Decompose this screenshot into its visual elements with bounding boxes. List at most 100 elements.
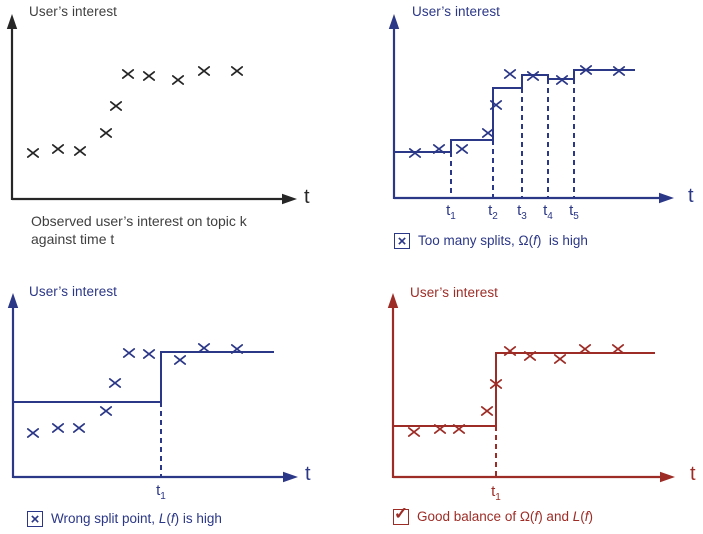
split-label-subscript: 3 [521, 211, 527, 222]
y-axis-title: User’s interest [410, 285, 499, 300]
note-line: against time t [31, 231, 115, 247]
panel-caption: Observed user’s interest on topic k again… [31, 212, 247, 248]
note-line: Observed user’s interest on topic k [31, 213, 247, 229]
caption-math-italic: f [534, 509, 539, 524]
y-axis-arrowhead-icon [388, 14, 400, 29]
data-point-x-marker [142, 349, 156, 359]
caption-segment: ( [580, 509, 585, 524]
data-point-x-marker [489, 379, 503, 389]
panel-good-balance: User’s interest t t1 ✓ Good balance of Ω(… [352, 267, 703, 534]
data-point-x-marker [230, 66, 244, 76]
x-mark-icon: × [30, 510, 40, 528]
data-point-x-marker [433, 424, 447, 434]
data-point-x-marker [579, 65, 593, 75]
panel-too-many-splits: User’s interest t t1 t2 t3 t4 t5 × Too many s… [352, 0, 703, 267]
caption-math-italic: L [158, 511, 167, 526]
x-axis-arrowhead-icon [659, 192, 674, 204]
split-label-subscript: 5 [573, 211, 579, 222]
checkmark-icon: ✓ [393, 504, 409, 523]
caption-segment: Good balance of [417, 509, 520, 524]
split-label-subscript: 2 [492, 211, 498, 222]
split-label-t2: t2 [488, 202, 498, 222]
plot-canvas-good-balance [387, 293, 675, 483]
data-point-x-marker [171, 75, 185, 85]
split-label-subscript: 4 [547, 211, 553, 222]
split-label-t1: t1 [491, 483, 501, 503]
split-label-subscript: 1 [495, 492, 501, 503]
step-function-line [393, 352, 655, 427]
data-point-x-marker [452, 424, 466, 434]
x-axis-label: t [688, 185, 694, 207]
data-point-x-marker [72, 423, 86, 433]
split-label-subscript: 1 [160, 491, 166, 502]
y-axis-arrowhead-icon [387, 293, 399, 308]
split-label-subscript: 1 [450, 211, 456, 222]
data-point-x-marker [523, 351, 537, 361]
caption-math-italic: f [584, 509, 589, 524]
caption-math-italic: f [170, 511, 175, 526]
x-axis-label: t [690, 463, 696, 485]
data-point-x-marker [555, 75, 569, 85]
data-point-x-marker [99, 128, 113, 138]
data-point-x-marker [489, 100, 503, 110]
data-point-x-marker [51, 423, 65, 433]
plot-canvas-wrong-split [7, 293, 298, 483]
split-label-t1: t1 [446, 202, 456, 222]
y-axis-title: User’s interest [29, 284, 118, 299]
data-point-x-marker [432, 144, 446, 154]
x-axis-arrowhead-icon [660, 471, 675, 483]
panel-caption: × Too many splits, Ω(f) is high [394, 232, 588, 250]
data-point-x-marker [142, 71, 156, 81]
data-point-x-marker [481, 128, 495, 138]
panel-wrong-split-point: User’s interest t t1 × Wrong split point,… [0, 267, 351, 534]
x-mark-icon: × [397, 232, 407, 250]
data-point-x-marker [99, 406, 113, 416]
panel-observed-interest: User’s interest t Observed user’s intere… [0, 0, 351, 267]
step-function-line [13, 351, 274, 403]
data-point-x-marker [407, 427, 421, 437]
y-axis-title: User’s interest [29, 4, 118, 19]
panel-caption: × Wrong split point, L(f) is high [27, 510, 222, 528]
x-axis-label: t [305, 463, 311, 485]
split-label-t4: t4 [543, 202, 553, 222]
caption-segment: ) and [538, 509, 573, 524]
plot-canvas-too-many-splits [388, 14, 674, 204]
data-point-x-marker [197, 343, 211, 353]
data-point-x-marker [122, 348, 136, 358]
data-point-x-marker [408, 148, 422, 158]
split-label-t1: t1 [156, 482, 166, 502]
data-point-x-marker [197, 66, 211, 76]
data-point-x-marker [503, 346, 517, 356]
split-label-t5: t5 [569, 202, 579, 222]
x-axis-arrowhead-icon [283, 471, 298, 483]
y-axis-arrowhead-icon [6, 14, 18, 29]
caption-segment: ) is high [174, 511, 222, 526]
x-axis-arrowhead-icon [282, 193, 297, 205]
caption-segment: Wrong split point, [51, 511, 159, 526]
data-point-x-marker [611, 344, 625, 354]
data-point-x-marker [455, 144, 469, 154]
y-axis-title: User’s interest [412, 4, 501, 19]
step-function-line [394, 69, 635, 153]
data-point-x-marker [526, 71, 540, 81]
x-box-icon: × [394, 232, 410, 250]
data-point-x-marker [26, 428, 40, 438]
x-box-icon: × [27, 510, 43, 528]
data-point-x-marker [612, 66, 626, 76]
caption-text: Good balance of Ω(f) and L(f) [417, 508, 593, 524]
data-point-x-marker [230, 344, 244, 354]
data-point-x-marker [26, 148, 40, 158]
plot-canvas-observed [6, 14, 297, 205]
caption-segment: ( [166, 511, 171, 526]
data-point-x-marker [173, 355, 187, 365]
panel-caption: ✓ Good balance of Ω(f) and L(f) [393, 504, 593, 525]
checked-box-icon: ✓ [393, 504, 409, 525]
y-axis-arrowhead-icon [7, 293, 19, 308]
caption-math-italic: f [533, 233, 537, 248]
caption-text: Wrong split point, L(f) is high [51, 510, 222, 526]
data-point-x-marker [553, 354, 567, 364]
data-point-x-marker [480, 406, 494, 416]
caption-text: Too many splits, Ω(f) is high [418, 232, 588, 248]
caption-segment: Ω( [519, 509, 535, 524]
data-point-x-marker [51, 144, 65, 154]
